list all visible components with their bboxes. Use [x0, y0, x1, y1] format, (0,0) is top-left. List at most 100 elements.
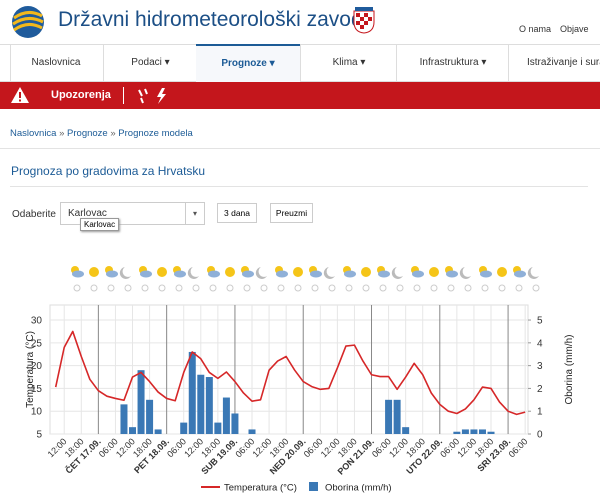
weather-icon [310, 270, 322, 278]
precip-bar [129, 427, 137, 434]
weather-icon [293, 267, 303, 277]
nav-label: Klima [332, 57, 358, 68]
weather-icon [429, 267, 439, 277]
precip-bar [120, 404, 128, 434]
weather-sub-icon [73, 284, 81, 292]
rule [10, 186, 588, 187]
top-link[interactable]: Objave [560, 24, 589, 34]
weather-sub-icon [464, 284, 472, 292]
precip-bar [197, 374, 205, 434]
weather-sub-icon [379, 284, 387, 292]
weather-icon [225, 267, 235, 277]
nav-label: Prognoze [221, 58, 267, 69]
y2-tick-label: 2 [537, 384, 543, 395]
site-title[interactable]: Državni hidrometeorološki zavod [58, 8, 363, 31]
y2-tick-label: 5 [537, 316, 543, 327]
weather-sub-icon [226, 284, 234, 292]
precip-bar [231, 413, 239, 434]
weather-icon [446, 270, 458, 278]
precip-bar [154, 429, 162, 434]
weather-sub-icon [447, 284, 455, 292]
coat-of-arms [353, 7, 375, 34]
weather-sub-icon [413, 284, 421, 292]
alert-label[interactable]: Upozorenja [51, 89, 111, 101]
weather-sub-icon [396, 284, 404, 292]
y-tick-label: 10 [31, 407, 43, 418]
crumb[interactable]: Prognoze modela [118, 128, 193, 139]
city-select[interactable]: Karlovac ▾ [60, 202, 205, 225]
weather-sub-icon [260, 284, 268, 292]
nav-item-active[interactable]: Prognoze ▾ [196, 44, 300, 82]
weather-icon [255, 267, 267, 279]
button[interactable]: 3 dana [217, 203, 257, 223]
precip-bar [470, 429, 478, 434]
weather-sub-icon [481, 284, 489, 292]
weather-icon [242, 270, 254, 278]
precip-bar [222, 397, 230, 434]
y2-axis-label: Oborina (mm/h) [564, 334, 575, 404]
weather-sub-icon [141, 284, 149, 292]
nav-item[interactable]: Istraživanje i suradnja [508, 45, 600, 81]
alert-icons [138, 88, 166, 104]
precip-bar [205, 377, 213, 434]
weather-sub-icon [345, 284, 353, 292]
nav-item[interactable]: Infrastruktura ▾ [396, 45, 509, 81]
page-heading: Prognoza po gradovima za Hrvatsku [11, 164, 206, 178]
weather-sub-icon [328, 284, 336, 292]
weather-sub-icon [277, 284, 285, 292]
y2-tick-label: 1 [537, 407, 543, 418]
precip-bar [478, 429, 486, 434]
plot-area [49, 304, 529, 435]
weather-sub-icon [90, 284, 98, 292]
nav-label: Podaci [131, 57, 162, 68]
separator: » [59, 128, 65, 139]
button[interactable]: Preuzmi [270, 203, 313, 223]
header: Državni hidrometeorološki zavod O nama O… [0, 0, 600, 44]
precip-bar [214, 422, 222, 434]
weather-icon [514, 270, 526, 278]
legend-swatch [309, 482, 318, 491]
weather-icon [106, 270, 118, 278]
weather-icon [378, 270, 390, 278]
precip-bar [248, 429, 256, 434]
precip-bar [188, 351, 196, 434]
y-tick-label: 20 [31, 361, 43, 372]
temperature-line [54, 330, 526, 416]
select-arrow: ▾ [185, 203, 204, 224]
weather-icon [208, 270, 220, 278]
tooltip: Karlovac [80, 218, 120, 231]
precip-bar [393, 399, 401, 434]
logo [12, 6, 44, 38]
y2-tick-label: 0 [537, 430, 543, 441]
y-tick-label: 15 [31, 384, 43, 395]
top-link[interactable]: O nama [519, 24, 552, 34]
precip-bar [137, 370, 145, 434]
y2-tick-label: 3 [537, 361, 543, 372]
weather-sub-icon [107, 284, 115, 292]
crumb[interactable]: Naslovnica [10, 128, 57, 139]
nav-item[interactable]: Podaci ▾ [103, 45, 197, 81]
breadcrumb: Naslovnica » Prognoze » Prognoze modela [10, 128, 193, 139]
weather-icon [527, 267, 539, 279]
weather-icon [412, 270, 424, 278]
weather-icon [391, 267, 403, 279]
crumb[interactable]: Prognoze [67, 128, 108, 139]
weather-sub-icon [175, 284, 183, 292]
y-tick-label: 5 [36, 430, 42, 441]
nav-item[interactable]: Klima ▾ [300, 45, 397, 81]
weather-sub-icon [158, 284, 166, 292]
divider [123, 87, 124, 104]
separator: » [110, 128, 116, 139]
weather-sub-icon [124, 284, 132, 292]
precip-bar [180, 422, 188, 434]
y-tick-label: 25 [31, 338, 43, 349]
y-axis-label: Temperatura (°C) [25, 331, 36, 408]
weather-sub-icon [192, 284, 200, 292]
precip-bar [487, 431, 495, 434]
weather-sub-icon [532, 284, 540, 292]
nav-item[interactable]: Naslovnica [10, 45, 101, 81]
form-label: Odaberite [12, 209, 56, 220]
alert-bar: Upozorenja [0, 82, 600, 109]
